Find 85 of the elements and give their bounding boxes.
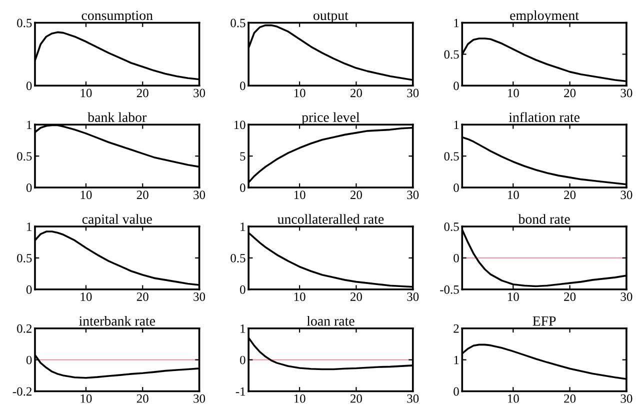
x-tick-label: 10 (80, 88, 92, 98)
x-tick-label: 20 (350, 88, 362, 98)
y-tick-label: 0.5 (230, 254, 246, 262)
x-tick-label: 30 (194, 292, 206, 301)
x-tick-label: 10 (80, 292, 92, 301)
x-tick-label: 20 (136, 190, 148, 200)
y-tick-label: -0.2 (12, 387, 32, 396)
x-tick-label: 20 (564, 394, 576, 403)
x-tick-label: 10 (294, 190, 306, 200)
x-tick-label: 20 (350, 394, 362, 403)
x-tick-label: 10 (80, 190, 92, 200)
y-tick-label: 1 (454, 120, 459, 129)
chart-title: interbank rate (79, 316, 156, 326)
y-tick-label: 0 (240, 82, 246, 90)
chart-title: uncollateralled rate (278, 214, 384, 224)
x-tick-label: 10 (294, 292, 306, 301)
y-tick-label: -0.5 (440, 285, 459, 294)
chart-title: bank labor (88, 112, 147, 122)
y-tick-label: 0 (454, 82, 459, 90)
y-tick-label: 0 (454, 387, 459, 396)
y-tick-label: 1 (27, 120, 32, 129)
x-tick-label: 20 (136, 394, 148, 403)
y-tick-label: 1 (240, 222, 246, 231)
chart-title: output (314, 12, 348, 23)
y-tick-label: 0 (26, 184, 32, 192)
x-tick-label: 20 (136, 88, 148, 98)
x-tick-label: 10 (80, 394, 92, 403)
chart-title: bond rate (518, 214, 570, 224)
x-tick-label: 30 (407, 292, 419, 301)
y-tick-label: 0.2 (17, 324, 32, 333)
x-tick-label: 30 (407, 190, 419, 200)
y-tick-label: 0.5 (444, 50, 459, 59)
x-tick-label: 30 (407, 88, 419, 98)
y-tick-label: 10 (234, 120, 246, 130)
x-tick-label: 20 (564, 292, 576, 301)
x-tick-label: 30 (194, 190, 206, 200)
y-tick-label: 0 (26, 285, 32, 294)
line-series (462, 228, 626, 288)
y-tick-label: 0.5 (17, 254, 32, 262)
x-tick-label: 20 (136, 292, 148, 301)
chart-title: employment (510, 10, 579, 23)
x-tick-label: 10 (508, 292, 519, 301)
y-tick-label: 0 (240, 356, 246, 364)
y-tick-label: 0.5 (444, 152, 459, 161)
x-tick-label: 10 (294, 394, 306, 403)
y-tick-label: 1 (454, 18, 459, 28)
y-tick-label: 0 (454, 184, 459, 192)
x-tick-label: 20 (564, 88, 576, 98)
line-series (248, 24, 413, 81)
x-tick-label: 20 (350, 190, 362, 200)
chart-title: EFP (532, 316, 556, 326)
line-series (34, 230, 200, 286)
y-tick-label: 2 (454, 324, 459, 333)
x-tick-label: 10 (508, 394, 519, 403)
x-tick-label: 20 (350, 292, 362, 301)
y-tick-label: 0 (240, 184, 246, 192)
y-tick-label: 0.5 (444, 222, 459, 232)
chart-title: capital value (82, 214, 152, 227)
x-tick-label: 30 (620, 292, 632, 301)
x-tick-label: 10 (294, 88, 306, 98)
x-tick-label: 10 (508, 190, 519, 200)
y-tick-label: 1 (240, 324, 246, 333)
y-tick-label: 0.5 (230, 18, 246, 28)
x-tick-label: 10 (508, 88, 519, 98)
x-tick-label: 30 (194, 394, 206, 403)
chart-title: price level (302, 112, 360, 125)
y-tick-label: 0.5 (17, 18, 32, 28)
x-tick-label: 30 (194, 88, 206, 98)
y-tick-label: 0 (26, 82, 32, 90)
y-tick-label: 1 (454, 356, 459, 364)
y-tick-label: 1 (27, 222, 32, 231)
x-tick-label: 30 (620, 394, 632, 403)
y-tick-label: 0 (26, 356, 32, 364)
x-tick-label: 30 (620, 190, 632, 200)
x-tick-label: 30 (620, 88, 632, 98)
x-tick-label: 20 (564, 190, 576, 200)
y-tick-label: 0.5 (17, 152, 32, 161)
y-tick-label: -1 (236, 387, 246, 396)
chart-title: loan rate (306, 316, 354, 326)
chart-title: inflation rate (508, 112, 580, 122)
y-tick-label: 0 (240, 285, 246, 294)
y-tick-label: 0 (454, 254, 459, 262)
y-tick-label: 5 (240, 152, 246, 161)
x-tick-label: 30 (407, 394, 419, 403)
chart-title: consumption (82, 10, 153, 23)
